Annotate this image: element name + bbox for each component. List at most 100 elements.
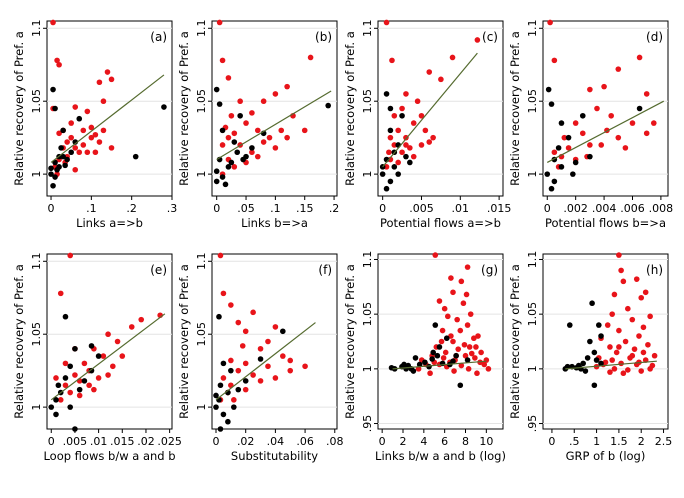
red-point [465, 366, 472, 372]
red-point [439, 327, 446, 334]
red-point [622, 145, 629, 151]
red-point [260, 98, 267, 105]
red-point [633, 276, 640, 282]
red-point [272, 145, 279, 151]
black-point [234, 149, 241, 156]
red-point [475, 333, 481, 339]
x-axis-label: Substitutability [231, 449, 318, 463]
y-axis-label: Relative recovery of Pref. a [12, 31, 26, 186]
red-point [436, 298, 443, 304]
x-tick-label: 0 [379, 202, 386, 215]
red-point [594, 105, 600, 112]
red-point [418, 112, 425, 119]
panel-c: 1 1.05 1.1 0 .005 .01 .015 (c) Potential flows a… [343, 20, 511, 230]
x-tick-label: .2 [329, 202, 340, 215]
red-point [62, 382, 69, 389]
black-point [558, 164, 565, 170]
y-tick-label: 1 [30, 404, 43, 411]
red-point [67, 389, 74, 396]
red-point [272, 91, 279, 97]
red-point [620, 278, 627, 285]
x-tick-label: .005 [63, 435, 88, 448]
black-point [426, 363, 432, 370]
red-point [254, 153, 261, 160]
black-point [237, 112, 243, 119]
y-axis-label: Relative recovery of Pref. a [177, 31, 191, 186]
x-tick-label: 2.5 [655, 435, 673, 448]
red-point [301, 127, 308, 134]
black-point [62, 313, 69, 320]
y-tick-label: 1.05 [30, 89, 43, 114]
fit-line [50, 313, 166, 401]
black-point [416, 361, 423, 368]
red-point [243, 120, 249, 126]
red-point [473, 344, 479, 350]
red-point [464, 322, 471, 328]
red-point [607, 369, 613, 375]
red-point [643, 91, 650, 97]
black-point [161, 104, 167, 110]
black-point [591, 349, 598, 356]
black-point [50, 182, 56, 189]
black-point [593, 357, 600, 363]
panel-label: (d) [646, 30, 663, 44]
red-point [609, 311, 615, 317]
plot-frame [46, 253, 173, 430]
red-point [454, 316, 460, 323]
red-point [265, 338, 271, 345]
red-point [442, 349, 449, 356]
red-point [302, 363, 308, 370]
x-tick-label: 8 [462, 435, 469, 448]
red-point [415, 366, 422, 372]
black-point [67, 404, 74, 410]
black-point [589, 300, 595, 307]
red-point [613, 349, 620, 356]
black-point [48, 404, 55, 410]
x-tick-label: 0 [379, 435, 386, 448]
red-point [611, 366, 618, 372]
red-point [618, 360, 624, 367]
red-point [608, 112, 614, 119]
y-tick-label: 1.05 [195, 322, 208, 347]
y-tick-label: 1.1 [361, 251, 374, 269]
x-tick-label: .01 [452, 202, 470, 215]
fit-line [565, 360, 657, 370]
black-point [48, 171, 54, 177]
black-point [395, 171, 401, 177]
red-point [235, 367, 242, 374]
x-tick-label: .04 [267, 435, 285, 448]
red-point [242, 386, 249, 393]
x-tick-label: 1 [593, 435, 600, 448]
panel-e: 1 1.05 1.1 0 .005.01.015.02.025 (e) Loop flows… [12, 253, 182, 463]
x-tick-label: 0 [548, 435, 555, 448]
red-point [638, 368, 645, 374]
black-point [68, 149, 74, 156]
red-point [638, 294, 645, 301]
panel-d: 1 1.05 1.1 0 .002 .004.006 .008 (d) Potential fl… [508, 20, 673, 230]
fit-line [215, 322, 316, 401]
red-point [383, 19, 390, 26]
panel-label: (b) [315, 30, 332, 44]
plot-frame [46, 20, 173, 197]
fit-line [216, 90, 332, 161]
x-tick-label: .2 [126, 202, 137, 215]
red-point [228, 357, 234, 364]
red-point [100, 98, 107, 105]
red-point [231, 397, 237, 403]
black-point [235, 386, 242, 393]
x-tick-label: .005 [409, 202, 434, 215]
black-point [62, 162, 68, 169]
red-point [471, 335, 477, 342]
black-point [596, 322, 602, 328]
black-point [579, 112, 586, 119]
black-point [391, 164, 398, 170]
black-point [570, 171, 576, 177]
black-point [52, 174, 58, 180]
red-point [631, 346, 638, 352]
red-point [467, 311, 474, 317]
red-point [84, 108, 91, 115]
red-point [257, 378, 264, 384]
y-tick-label: 1.1 [526, 251, 539, 269]
red-point [235, 319, 242, 326]
black-point [220, 360, 227, 367]
